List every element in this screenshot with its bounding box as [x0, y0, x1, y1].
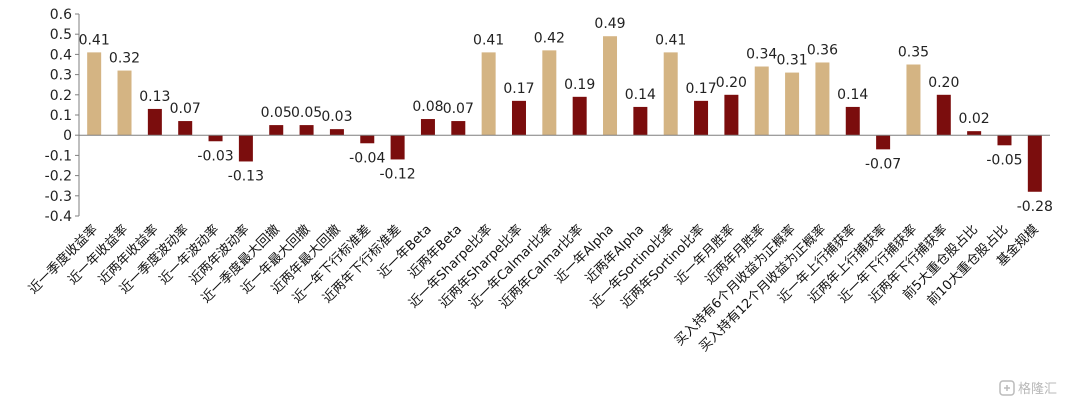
bar-5: [208, 135, 223, 142]
bar-10: [360, 135, 375, 144]
data-label-22: 0.20: [716, 75, 747, 91]
bar-4: [178, 121, 193, 136]
bar-14: [481, 52, 496, 136]
data-label-7: 0.05: [261, 105, 292, 121]
bar-17: [572, 96, 587, 136]
data-label-27: -0.07: [865, 156, 901, 172]
y-tick-label: -0.3: [45, 189, 72, 205]
data-label-25: 0.36: [807, 42, 838, 58]
bar-20: [663, 52, 678, 136]
y-axis: 0.6 0.5 0.4 0.3 0.2 0.1 0 -0.1 -0.2 -0.3 -0.4: [45, 7, 80, 225]
data-label-1: 0.41: [79, 32, 110, 48]
data-label-15: 0.17: [503, 81, 534, 97]
bar-7: [269, 125, 284, 136]
bar-30: [967, 131, 982, 136]
watermark-text: 格隆汇: [1018, 381, 1057, 397]
data-label-32: -0.28: [1017, 199, 1053, 215]
bar-1: [87, 52, 102, 136]
bar-13: [451, 121, 466, 136]
bar-18: [603, 36, 618, 136]
data-label-3: 0.13: [139, 89, 170, 105]
y-tick-label: -0.2: [45, 169, 72, 185]
data-label-20: 0.41: [655, 32, 686, 48]
bar-9: [329, 129, 344, 136]
category-labels-group: 近一季度收益率近一年收益率近两年收益率近一季度波动率近一年波动率近两年波动率近一…: [25, 222, 1041, 355]
data-label-19: 0.14: [625, 87, 656, 103]
y-tick-label: -0.4: [45, 209, 72, 225]
bar-32: [1027, 135, 1042, 192]
data-label-31: -0.05: [986, 152, 1022, 168]
data-label-12: 0.08: [412, 99, 443, 115]
watermark: 格隆汇: [999, 380, 1057, 397]
data-label-17: 0.19: [564, 77, 595, 93]
bar-8: [299, 125, 314, 136]
gelonghui-logo-icon: [999, 380, 1015, 396]
data-label-18: 0.49: [594, 16, 625, 32]
data-label-21: 0.17: [685, 81, 716, 97]
data-label-23: 0.34: [746, 47, 777, 63]
y-tick-label: 0.2: [50, 88, 72, 104]
data-label-28: 0.35: [898, 45, 929, 61]
data-label-9: 0.03: [321, 109, 352, 125]
bar-2: [117, 70, 132, 136]
data-label-5: -0.03: [197, 148, 233, 164]
data-label-10: -0.04: [349, 150, 385, 166]
y-tick-label: 0.1: [50, 108, 72, 124]
data-label-14: 0.41: [473, 32, 504, 48]
y-tick-label: 0.4: [50, 47, 72, 63]
bar-3: [147, 108, 162, 136]
y-tick-label: -0.1: [45, 148, 72, 164]
bar-24: [785, 72, 800, 136]
data-label-24: 0.31: [776, 53, 807, 69]
data-label-6: -0.13: [228, 168, 264, 184]
y-tick-label: 0: [63, 128, 72, 144]
data-label-11: -0.12: [379, 166, 415, 182]
data-label-26: 0.14: [837, 87, 868, 103]
bar-25: [815, 62, 830, 136]
data-label-13: 0.07: [443, 101, 474, 117]
data-label-8: 0.05: [291, 105, 322, 121]
bar-27: [876, 135, 891, 150]
bar-29: [936, 94, 951, 136]
bar-6: [238, 135, 253, 162]
bar-15: [511, 100, 526, 136]
y-tick-label: 0.6: [50, 7, 72, 23]
bar-11: [390, 135, 405, 160]
bar-22: [724, 94, 739, 136]
y-tick-label: 0.5: [50, 27, 72, 43]
data-label-29: 0.20: [928, 75, 959, 91]
data-label-4: 0.07: [170, 101, 201, 117]
bar-19: [633, 106, 648, 136]
bar-26: [845, 106, 860, 136]
bar-23: [754, 66, 769, 136]
y-tick-label: 0.3: [50, 68, 72, 84]
bar-12: [420, 119, 435, 136]
data-label-16: 0.42: [534, 30, 565, 46]
bars-group: [87, 36, 1042, 192]
data-label-30: 0.02: [959, 111, 990, 127]
bar-21: [694, 100, 709, 136]
data-label-2: 0.32: [109, 51, 140, 67]
bar-31: [997, 135, 1012, 146]
bar-28: [906, 64, 921, 136]
bar-16: [542, 50, 557, 136]
data-labels-group: 0.410.320.130.07-0.03-0.130.05 0.05 0.03-0…: [79, 16, 1053, 215]
